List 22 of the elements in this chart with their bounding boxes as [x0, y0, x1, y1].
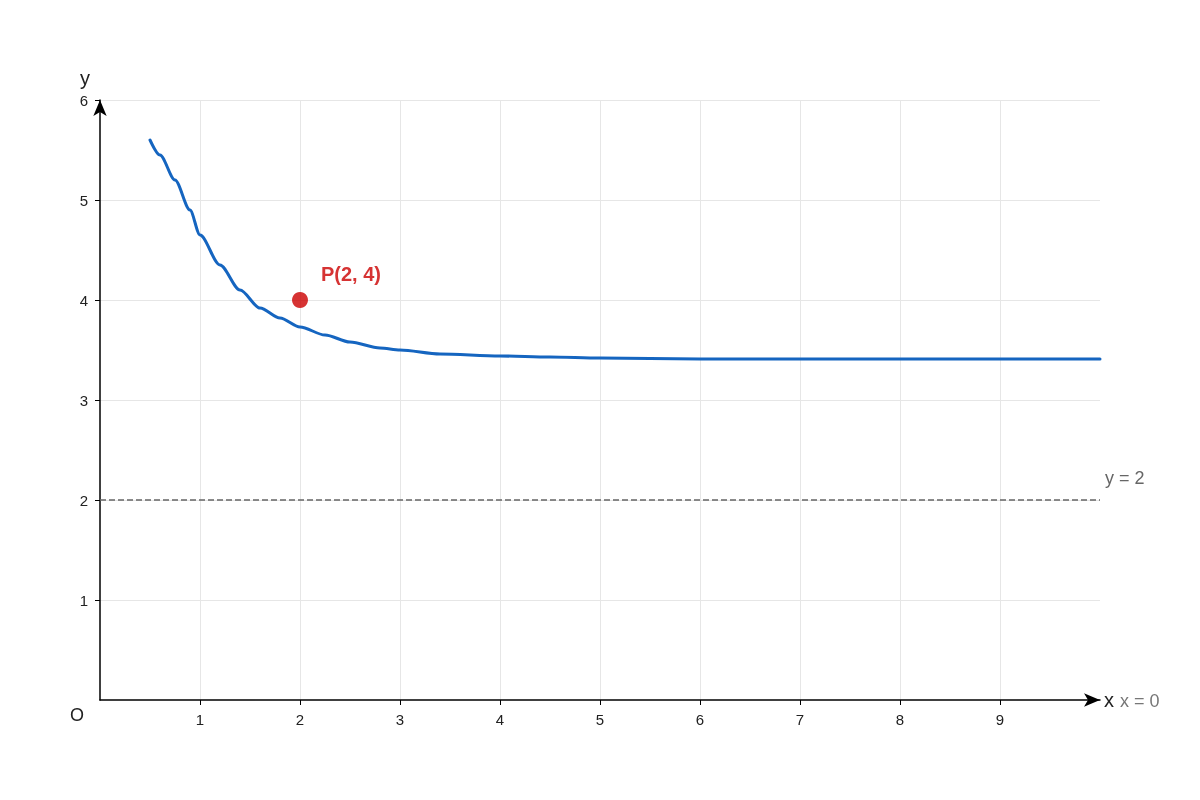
y-tick-label: 4 — [79, 291, 88, 309]
line-series — [148, 138, 1102, 361]
x-tick-label: 1 — [195, 711, 205, 728]
y-tick-label: 5 — [79, 191, 88, 209]
y-axis-title: y — [80, 67, 90, 89]
x-tick-label: 4 — [495, 711, 505, 728]
text: x = 0 — [1120, 691, 1160, 711]
y-tick-label: 6 — [79, 91, 88, 109]
x-axis-title: x — [1104, 689, 1114, 711]
x-tick-label: 8 — [895, 711, 905, 728]
text: O — [70, 705, 85, 725]
y-tick-label: 3 — [79, 391, 88, 409]
x-tick-label: 9 — [995, 711, 1005, 728]
ref-line-label: y = 2 — [1105, 468, 1145, 488]
y-tick-label: 2 — [79, 491, 88, 509]
x-tick-label: 2 — [295, 711, 305, 728]
x-tick-label: 7 — [795, 711, 805, 728]
y-tick-label: 1 — [79, 591, 88, 609]
x-tick-label: 6 — [695, 711, 705, 728]
x-tick-label: 5 — [595, 711, 605, 728]
data-label: P(2, 4) — [321, 263, 382, 285]
x-tick-label: 3 — [395, 711, 405, 728]
